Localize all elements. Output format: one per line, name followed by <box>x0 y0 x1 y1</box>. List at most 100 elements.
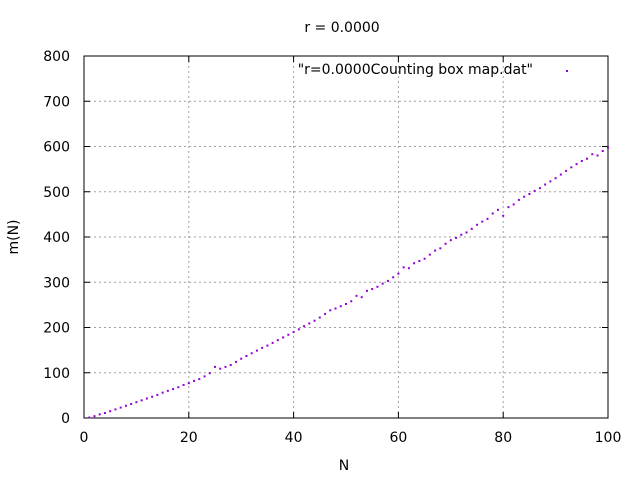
legend-marker-dot <box>566 70 568 72</box>
data-point <box>586 157 589 160</box>
data-point <box>208 372 211 375</box>
data-point <box>214 365 216 368</box>
data-point <box>193 379 196 382</box>
data-point <box>88 416 91 419</box>
data-point <box>172 388 175 391</box>
data-point <box>601 150 604 153</box>
y-tick-label: 500 <box>43 185 70 201</box>
data-point <box>93 415 96 418</box>
x-tick-label: 80 <box>494 430 512 446</box>
data-point <box>145 397 148 400</box>
data-point <box>486 217 489 220</box>
data-point <box>334 307 337 310</box>
data-point <box>439 247 442 250</box>
legend: "r=0.0000Counting box map.dat" <box>298 62 568 78</box>
y-tick-label: 400 <box>43 230 70 246</box>
data-point <box>476 223 478 226</box>
y-tick-label: 700 <box>43 94 70 110</box>
data-point <box>324 312 327 315</box>
data-point <box>371 288 374 291</box>
data-point <box>282 336 285 339</box>
data-point <box>234 360 237 363</box>
x-tick-label: 0 <box>80 430 89 446</box>
data-point <box>392 276 395 279</box>
data-point <box>114 408 117 411</box>
data-point <box>135 401 138 404</box>
data-point <box>318 316 321 319</box>
data-point <box>523 195 526 198</box>
data-point <box>271 341 274 344</box>
data-point <box>507 206 510 209</box>
data-point <box>570 166 573 169</box>
data-point <box>166 389 169 392</box>
data-point <box>423 257 426 260</box>
data-point <box>240 357 243 360</box>
legend-label: "r=0.0000Counting box map.dat" <box>298 62 533 78</box>
data-point <box>360 296 363 299</box>
data-point <box>418 259 421 262</box>
y-tick-label: 800 <box>43 49 70 65</box>
data-point <box>460 233 463 236</box>
y-axis-label: m(N) <box>6 219 22 254</box>
data-point <box>565 169 568 172</box>
data-point <box>156 393 159 396</box>
data-point <box>276 339 279 342</box>
data-point <box>303 325 306 328</box>
data-point <box>124 404 127 407</box>
x-axis-label: N <box>339 458 349 474</box>
data-point <box>449 239 452 242</box>
data-point <box>161 391 164 394</box>
data-point <box>481 220 484 223</box>
data-point <box>559 173 562 176</box>
data-point <box>491 212 494 215</box>
data-points <box>88 146 609 419</box>
data-point <box>219 367 222 370</box>
data-point <box>345 302 347 305</box>
data-point <box>580 159 583 162</box>
data-point <box>329 309 332 312</box>
data-point <box>397 272 400 275</box>
data-point <box>512 203 515 206</box>
data-point <box>496 208 499 211</box>
x-tick-label: 60 <box>389 430 407 446</box>
data-point <box>533 189 536 192</box>
data-point <box>444 242 447 245</box>
data-point <box>386 279 389 282</box>
data-point <box>109 410 112 413</box>
data-point <box>528 193 531 196</box>
data-point <box>455 236 458 239</box>
data-point <box>103 412 106 415</box>
y-tick-label: 100 <box>43 366 70 382</box>
data-point <box>549 180 552 183</box>
data-point <box>428 253 431 256</box>
data-point <box>575 163 578 166</box>
data-point <box>140 399 143 402</box>
data-point <box>470 227 473 230</box>
data-point <box>151 395 154 398</box>
data-point <box>402 266 405 269</box>
data-point <box>376 285 379 288</box>
data-point <box>413 262 416 265</box>
y-tick-label: 600 <box>43 140 70 156</box>
data-point <box>465 231 468 234</box>
data-point <box>182 383 185 386</box>
data-point <box>130 402 133 405</box>
data-point <box>229 364 232 367</box>
data-point <box>250 352 253 355</box>
x-tick-label: 100 <box>595 430 622 446</box>
x-tick-label: 40 <box>285 430 303 446</box>
data-point <box>297 328 300 331</box>
data-point <box>381 282 384 285</box>
data-point <box>119 406 122 409</box>
data-point <box>517 198 520 201</box>
chart-title: r = 0.0000 <box>304 20 379 36</box>
data-point <box>198 378 201 381</box>
data-point <box>187 382 190 385</box>
data-point <box>287 333 290 336</box>
data-point <box>355 294 358 297</box>
data-point <box>292 331 295 334</box>
data-point <box>313 319 316 322</box>
data-point <box>203 375 206 378</box>
data-point <box>266 344 269 347</box>
